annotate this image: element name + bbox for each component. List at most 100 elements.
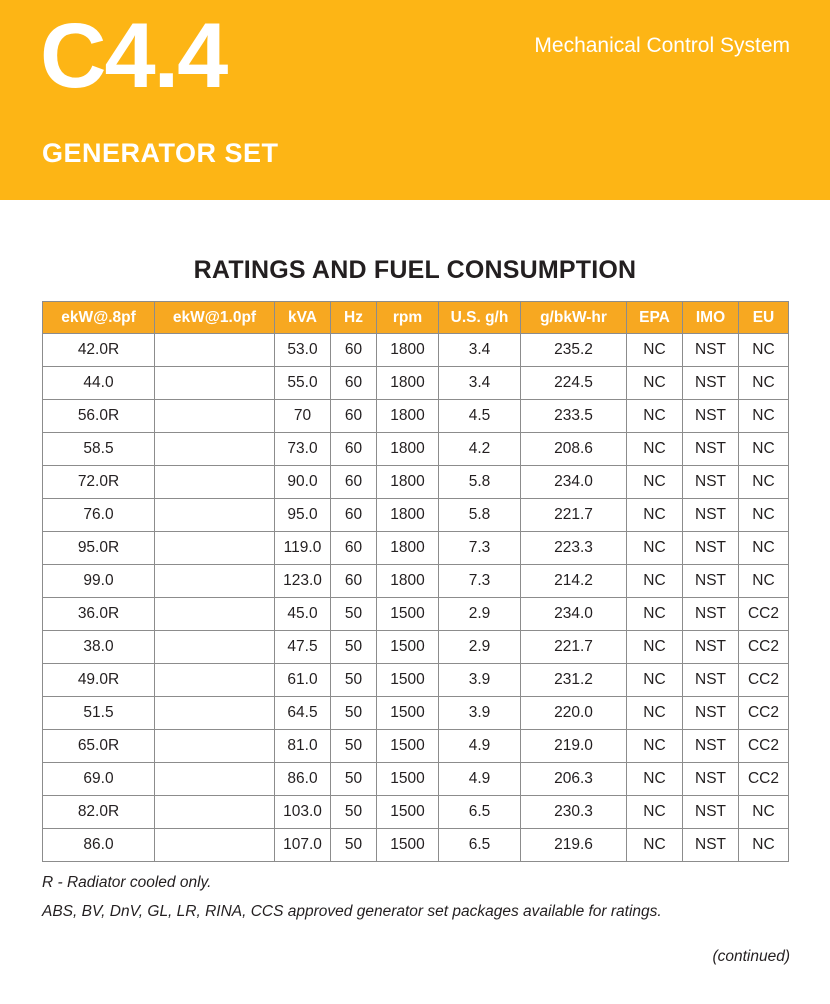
table-cell: NC [626,465,683,499]
table-cell: 81.0 [274,729,331,763]
table-cell: 60 [330,531,377,565]
table-cell: 47.5 [274,630,331,664]
table-cell: 6.5 [438,795,521,829]
table-cell: 4.2 [438,432,521,466]
table-cell: 219.0 [520,729,627,763]
table-cell: 4.9 [438,762,521,796]
table-row: 69.0 86.0 50 1500 4.9 206.3 NC NST CC2 [42,762,789,796]
column-header: U.S. g/h [438,301,521,334]
table-cell: 58.5 [42,432,155,466]
table-cell [154,729,275,763]
table-cell: 123.0 [274,564,331,598]
table-cell: 60 [330,498,377,532]
table-cell: 4.5 [438,399,521,433]
table-cell [154,828,275,862]
table-row: 58.5 73.0 60 1800 4.2 208.6 NC NST NC [42,432,789,466]
table-cell: 1500 [376,597,439,631]
table-cell: 50 [330,597,377,631]
footnotes: R - Radiator cooled only. ABS, BV, DnV, … [42,874,788,921]
table-cell: NC [626,597,683,631]
table-cell: 61.0 [274,663,331,697]
table-cell: NC [626,564,683,598]
table-cell: NC [738,795,789,829]
table-cell: NC [738,465,789,499]
table-cell: NST [682,663,739,697]
table-row: 99.0 123.0 60 1800 7.3 214.2 NC NST NC [42,564,789,598]
table-cell: 55.0 [274,366,331,400]
section-title: RATINGS AND FUEL CONSUMPTION [193,256,637,284]
table-cell: NC [626,531,683,565]
table-cell: 65.0R [42,729,155,763]
table-cell: 1500 [376,762,439,796]
table-cell: 220.0 [520,696,627,730]
table-cell: NC [626,828,683,862]
table-cell: NC [626,795,683,829]
table-row: 95.0R 119.0 60 1800 7.3 223.3 NC NST NC [42,531,789,565]
table-row: 72.0R 90.0 60 1800 5.8 234.0 NC NST NC [42,465,789,499]
table-cell: 233.5 [520,399,627,433]
table-cell: 1800 [376,564,439,598]
table-cell [154,465,275,499]
table-cell: NC [626,663,683,697]
table-cell [154,630,275,664]
product-line-title: GENERATOR SET [42,138,279,168]
table-cell: 50 [330,795,377,829]
table-cell: 60 [330,333,377,367]
table-cell: 45.0 [274,597,331,631]
table-cell: NC [626,333,683,367]
table-cell: 72.0R [42,465,155,499]
table-cell: 1500 [376,729,439,763]
table-cell: NST [682,828,739,862]
table-row: 36.0R 45.0 50 1500 2.9 234.0 NC NST CC2 [42,597,789,631]
table-cell: NST [682,795,739,829]
table-cell: NC [738,432,789,466]
table-cell: 49.0R [42,663,155,697]
column-header: IMO [682,301,739,334]
table-cell: 76.0 [42,498,155,532]
table-cell [154,762,275,796]
table-cell: 73.0 [274,432,331,466]
table-cell: 82.0R [42,795,155,829]
table-cell: 99.0 [42,564,155,598]
table-cell: NC [626,498,683,532]
table-cell: NST [682,696,739,730]
table-cell: 42.0R [42,333,155,367]
table-cell: 234.0 [520,597,627,631]
table-cell [154,498,275,532]
table-cell: 50 [330,696,377,730]
table-cell: CC2 [738,663,789,697]
table-row: 49.0R 61.0 50 1500 3.9 231.2 NC NST CC2 [42,663,789,697]
table-cell [154,597,275,631]
table-cell: 5.8 [438,498,521,532]
table-cell [154,333,275,367]
table-cell: NC [626,630,683,664]
table-cell: 206.3 [520,762,627,796]
table-cell: CC2 [738,729,789,763]
table-cell: 95.0 [274,498,331,532]
table-cell: NST [682,465,739,499]
table-cell: 3.9 [438,696,521,730]
table-cell: 1500 [376,795,439,829]
table-cell: NST [682,333,739,367]
table-cell: 3.9 [438,663,521,697]
table-cell: 56.0R [42,399,155,433]
table-cell: NC [738,333,789,367]
table-cell: 69.0 [42,762,155,796]
table-cell: NST [682,432,739,466]
table-cell [154,432,275,466]
table-cell: 1500 [376,663,439,697]
table-cell: NST [682,597,739,631]
table-row: 65.0R 81.0 50 1500 4.9 219.0 NC NST CC2 [42,729,789,763]
table-cell [154,531,275,565]
table-row: 51.5 64.5 50 1500 3.9 220.0 NC NST CC2 [42,696,789,730]
table-cell: NC [626,399,683,433]
table-cell [154,366,275,400]
table-cell: 119.0 [274,531,331,565]
table-cell: 60 [330,564,377,598]
table-cell: 53.0 [274,333,331,367]
table-cell: 44.0 [42,366,155,400]
table-cell: 224.5 [520,366,627,400]
table-cell: CC2 [738,630,789,664]
table-cell: 64.5 [274,696,331,730]
column-header: ekW@.8pf [42,301,155,334]
